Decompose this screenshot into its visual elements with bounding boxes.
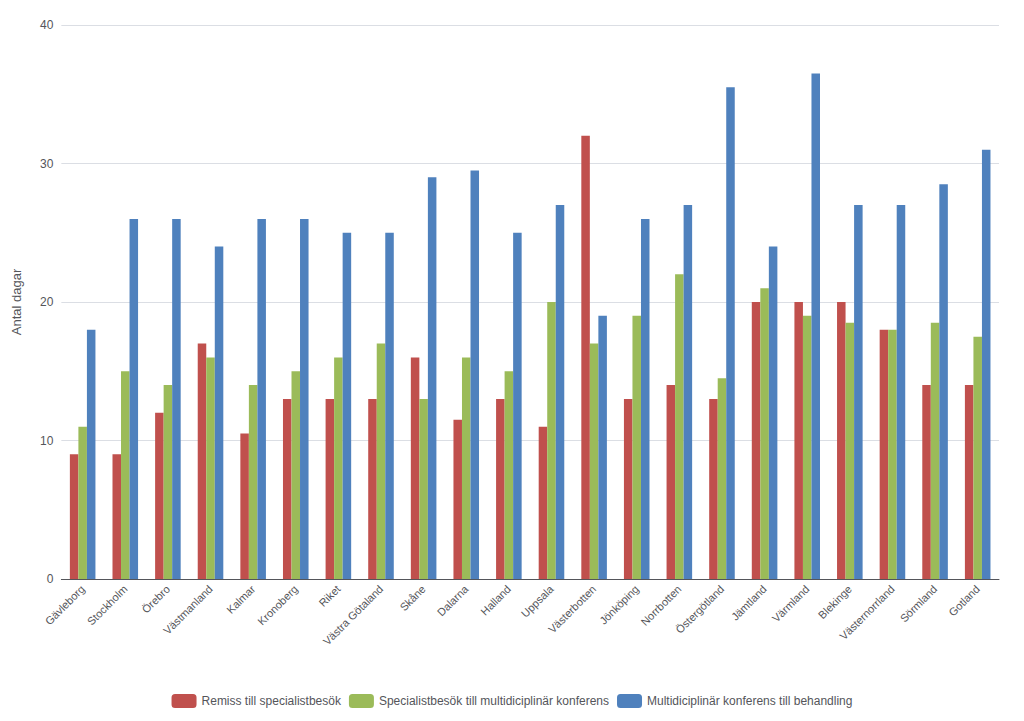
svg-text:Multidiciplinär konferens till: Multidiciplinär konferens till behandlin… — [647, 694, 852, 708]
svg-text:Remiss till specialistbesök: Remiss till specialistbesök — [202, 694, 342, 708]
svg-text:Dalarna: Dalarna — [435, 582, 471, 618]
svg-text:Jönköping: Jönköping — [597, 583, 641, 627]
svg-text:Blekinge: Blekinge — [816, 583, 854, 621]
svg-text:Värmland: Värmland — [770, 583, 812, 625]
svg-text:Gävleborg: Gävleborg — [43, 583, 87, 627]
svg-text:40: 40 — [40, 18, 54, 32]
svg-text:Västerbotten: Västerbotten — [546, 583, 599, 636]
svg-text:Specialistbesök till multidici: Specialistbesök till multidiciplinär kon… — [379, 694, 609, 708]
svg-text:30: 30 — [40, 157, 54, 171]
svg-text:10: 10 — [40, 434, 54, 448]
svg-text:Riket: Riket — [316, 583, 342, 609]
svg-text:Västmanland: Västmanland — [161, 583, 215, 637]
svg-text:0: 0 — [47, 572, 54, 586]
svg-text:Gotland: Gotland — [946, 583, 982, 619]
svg-text:Antal dagar: Antal dagar — [9, 268, 24, 335]
svg-text:Kronoberg: Kronoberg — [255, 583, 300, 628]
svg-text:Halland: Halland — [478, 583, 513, 618]
svg-text:Sörmland: Sörmland — [898, 583, 940, 625]
svg-text:20: 20 — [40, 295, 54, 309]
svg-text:Skåne: Skåne — [397, 583, 428, 614]
svg-text:Örebro: Örebro — [139, 583, 172, 616]
svg-text:Västra Götaland: Västra Götaland — [321, 583, 386, 648]
svg-text:Västernorrland: Västernorrland — [837, 583, 896, 642]
svg-text:Uppsala: Uppsala — [519, 582, 557, 620]
svg-text:Kalmar: Kalmar — [224, 583, 257, 616]
svg-text:Norrbotten: Norrbotten — [638, 583, 683, 628]
svg-text:Östergötland: Östergötland — [673, 583, 726, 636]
svg-text:Jämtland: Jämtland — [729, 583, 769, 623]
svg-text:Stockholm: Stockholm — [85, 583, 130, 628]
